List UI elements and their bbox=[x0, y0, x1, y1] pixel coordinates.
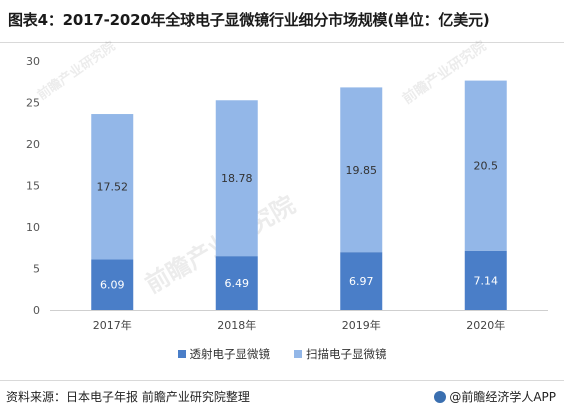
brand-text: @前瞻经济学人APP bbox=[449, 390, 556, 404]
y-tick-label: 30 bbox=[26, 55, 40, 68]
x-tick-label: 2018年 bbox=[217, 318, 256, 332]
title-divider bbox=[0, 42, 564, 43]
y-tick-label: 0 bbox=[33, 304, 40, 317]
bar-transmission bbox=[91, 259, 134, 310]
bar-transmission bbox=[464, 250, 507, 310]
data-label-transmission: 6.49 bbox=[225, 277, 250, 290]
legend-swatch-scanning bbox=[294, 350, 302, 358]
source-note: 资料来源：日本电子年报 前瞻产业研究院整理 bbox=[6, 390, 250, 404]
brand-credit: @前瞻经济学人APP bbox=[434, 388, 556, 405]
legend-label-transmission: 透射电子显微镜 bbox=[189, 347, 271, 361]
legend-item-scanning: 扫描电子显微镜 bbox=[294, 346, 387, 362]
legend-item-transmission: 透射电子显微镜 bbox=[177, 346, 271, 362]
bar-transmission bbox=[215, 256, 258, 310]
bar-scanning bbox=[340, 87, 383, 253]
x-tick-label: 2017年 bbox=[93, 318, 132, 332]
data-label-transmission: 7.14 bbox=[474, 274, 499, 287]
legend-swatch-transmission bbox=[177, 350, 186, 358]
chart-title: 图表4：2017-2020年全球电子显微镜行业细分市场规模(单位：亿美元) bbox=[8, 11, 490, 29]
y-tick-label: 15 bbox=[26, 180, 40, 193]
bar-scanning bbox=[464, 80, 507, 251]
x-tick-label: 2019年 bbox=[342, 318, 381, 332]
data-label-transmission: 6.09 bbox=[100, 279, 125, 292]
data-label-scanning: 20.5 bbox=[474, 160, 499, 173]
data-label-scanning: 19.85 bbox=[346, 164, 378, 177]
bar-scanning bbox=[215, 100, 258, 257]
x-tick-label: 2020年 bbox=[466, 318, 505, 332]
y-tick-label: 10 bbox=[26, 221, 40, 234]
y-tick-label: 5 bbox=[33, 263, 40, 276]
data-label-scanning: 18.78 bbox=[221, 172, 253, 185]
footer-divider bbox=[0, 380, 564, 381]
y-tick-label: 25 bbox=[26, 97, 40, 110]
y-tick-label: 20 bbox=[26, 138, 40, 151]
legend-label-scanning: 扫描电子显微镜 bbox=[306, 347, 387, 361]
legend: 透射电子显微镜 扫描电子显微镜 bbox=[0, 346, 564, 362]
data-label-scanning: 17.52 bbox=[97, 181, 129, 194]
bar-transmission bbox=[340, 252, 383, 310]
data-label-transmission: 6.97 bbox=[349, 275, 374, 288]
bar-scanning bbox=[91, 114, 134, 260]
brand-logo-icon bbox=[434, 390, 447, 403]
